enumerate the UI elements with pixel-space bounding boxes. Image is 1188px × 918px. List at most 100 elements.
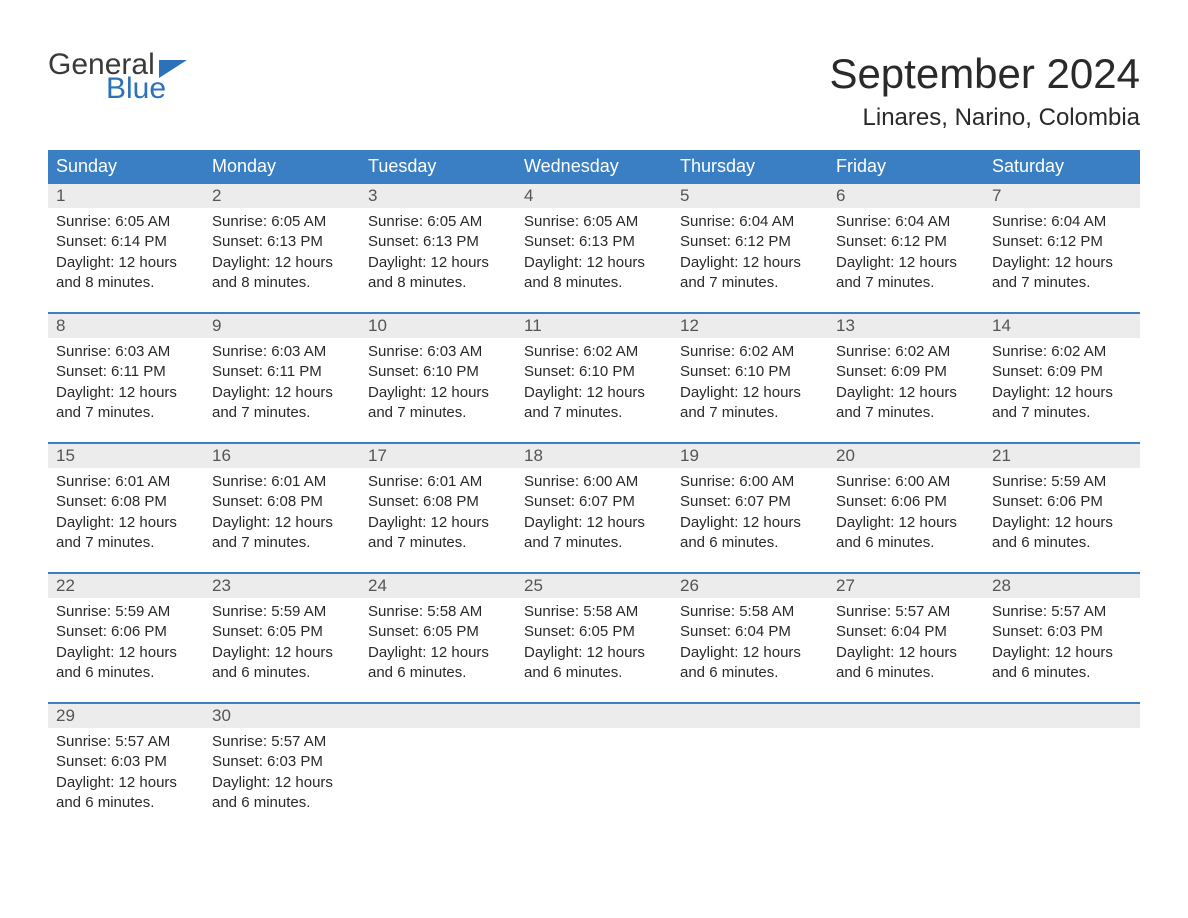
day-body: Sunrise: 6:04 AMSunset: 6:12 PMDaylight:… — [672, 208, 828, 301]
day-number-empty — [516, 704, 672, 728]
day-cell: 11Sunrise: 6:02 AMSunset: 6:10 PMDayligh… — [516, 314, 672, 442]
day-body: Sunrise: 5:58 AMSunset: 6:05 PMDaylight:… — [516, 598, 672, 691]
day-cell: 2Sunrise: 6:05 AMSunset: 6:13 PMDaylight… — [204, 184, 360, 312]
day-number: 20 — [828, 444, 984, 468]
sunset-text: Sunset: 6:06 PM — [992, 492, 1132, 512]
day-cell: 13Sunrise: 6:02 AMSunset: 6:09 PMDayligh… — [828, 314, 984, 442]
day-cell: 5Sunrise: 6:04 AMSunset: 6:12 PMDaylight… — [672, 184, 828, 312]
week-row: 15Sunrise: 6:01 AMSunset: 6:08 PMDayligh… — [48, 442, 1140, 572]
sunset-text: Sunset: 6:08 PM — [56, 492, 196, 512]
sunset-text: Sunset: 6:06 PM — [56, 622, 196, 642]
daylight-line1: Daylight: 12 hours — [212, 513, 352, 533]
daylight-line2: and 6 minutes. — [680, 663, 820, 683]
day-body: Sunrise: 6:04 AMSunset: 6:12 PMDaylight:… — [828, 208, 984, 301]
day-number: 14 — [984, 314, 1140, 338]
daylight-line2: and 7 minutes. — [524, 533, 664, 553]
month-title: September 2024 — [829, 50, 1140, 98]
sunrise-text: Sunrise: 6:00 AM — [680, 472, 820, 492]
day-number: 7 — [984, 184, 1140, 208]
header: General Blue September 2024 Linares, Nar… — [48, 50, 1140, 132]
weekday-header: Saturday — [984, 150, 1140, 184]
daylight-line1: Daylight: 12 hours — [212, 643, 352, 663]
week-row: 8Sunrise: 6:03 AMSunset: 6:11 PMDaylight… — [48, 312, 1140, 442]
daylight-line1: Daylight: 12 hours — [680, 643, 820, 663]
day-cell: 27Sunrise: 5:57 AMSunset: 6:04 PMDayligh… — [828, 574, 984, 702]
daylight-line2: and 6 minutes. — [212, 663, 352, 683]
sunset-text: Sunset: 6:05 PM — [212, 622, 352, 642]
daylight-line1: Daylight: 12 hours — [836, 643, 976, 663]
sunset-text: Sunset: 6:09 PM — [992, 362, 1132, 382]
sunset-text: Sunset: 6:08 PM — [212, 492, 352, 512]
daylight-line2: and 6 minutes. — [368, 663, 508, 683]
day-body: Sunrise: 6:02 AMSunset: 6:09 PMDaylight:… — [828, 338, 984, 431]
day-number: 17 — [360, 444, 516, 468]
daylight-line1: Daylight: 12 hours — [524, 643, 664, 663]
daylight-line2: and 6 minutes. — [836, 663, 976, 683]
day-number-empty — [672, 704, 828, 728]
daylight-line1: Daylight: 12 hours — [992, 253, 1132, 273]
day-body: Sunrise: 5:57 AMSunset: 6:03 PMDaylight:… — [984, 598, 1140, 691]
day-number: 1 — [48, 184, 204, 208]
daylight-line1: Daylight: 12 hours — [368, 643, 508, 663]
daylight-line2: and 6 minutes. — [56, 793, 196, 813]
day-cell: 24Sunrise: 5:58 AMSunset: 6:05 PMDayligh… — [360, 574, 516, 702]
daylight-line1: Daylight: 12 hours — [212, 773, 352, 793]
daylight-line2: and 7 minutes. — [992, 403, 1132, 423]
daylight-line1: Daylight: 12 hours — [992, 643, 1132, 663]
day-number: 2 — [204, 184, 360, 208]
sunset-text: Sunset: 6:14 PM — [56, 232, 196, 252]
sunrise-text: Sunrise: 6:03 AM — [212, 342, 352, 362]
daylight-line1: Daylight: 12 hours — [836, 383, 976, 403]
flag-icon — [159, 60, 187, 78]
daylight-line2: and 7 minutes. — [368, 403, 508, 423]
sunset-text: Sunset: 6:11 PM — [56, 362, 196, 382]
sunrise-text: Sunrise: 6:01 AM — [368, 472, 508, 492]
day-body: Sunrise: 5:57 AMSunset: 6:03 PMDaylight:… — [204, 728, 360, 821]
day-cell: 7Sunrise: 6:04 AMSunset: 6:12 PMDaylight… — [984, 184, 1140, 312]
daylight-line1: Daylight: 12 hours — [212, 253, 352, 273]
sunset-text: Sunset: 6:03 PM — [212, 752, 352, 772]
sunset-text: Sunset: 6:12 PM — [992, 232, 1132, 252]
daylight-line1: Daylight: 12 hours — [212, 383, 352, 403]
sunset-text: Sunset: 6:07 PM — [524, 492, 664, 512]
daylight-line2: and 7 minutes. — [836, 273, 976, 293]
page: General Blue September 2024 Linares, Nar… — [0, 0, 1188, 832]
sunrise-text: Sunrise: 6:04 AM — [680, 212, 820, 232]
sunrise-text: Sunrise: 5:57 AM — [56, 732, 196, 752]
sunrise-text: Sunrise: 6:02 AM — [524, 342, 664, 362]
day-body: Sunrise: 6:05 AMSunset: 6:14 PMDaylight:… — [48, 208, 204, 301]
daylight-line2: and 7 minutes. — [680, 273, 820, 293]
day-body: Sunrise: 6:03 AMSunset: 6:10 PMDaylight:… — [360, 338, 516, 431]
daylight-line2: and 8 minutes. — [212, 273, 352, 293]
day-cell: 28Sunrise: 5:57 AMSunset: 6:03 PMDayligh… — [984, 574, 1140, 702]
sunrise-text: Sunrise: 5:59 AM — [56, 602, 196, 622]
day-cell — [672, 704, 828, 832]
sunrise-text: Sunrise: 6:05 AM — [524, 212, 664, 232]
day-body: Sunrise: 6:00 AMSunset: 6:07 PMDaylight:… — [672, 468, 828, 561]
day-cell: 4Sunrise: 6:05 AMSunset: 6:13 PMDaylight… — [516, 184, 672, 312]
day-cell: 3Sunrise: 6:05 AMSunset: 6:13 PMDaylight… — [360, 184, 516, 312]
daylight-line2: and 6 minutes. — [524, 663, 664, 683]
sunset-text: Sunset: 6:06 PM — [836, 492, 976, 512]
day-body: Sunrise: 5:59 AMSunset: 6:06 PMDaylight:… — [48, 598, 204, 691]
day-body: Sunrise: 6:02 AMSunset: 6:10 PMDaylight:… — [516, 338, 672, 431]
day-cell: 21Sunrise: 5:59 AMSunset: 6:06 PMDayligh… — [984, 444, 1140, 572]
day-cell: 30Sunrise: 5:57 AMSunset: 6:03 PMDayligh… — [204, 704, 360, 832]
daylight-line1: Daylight: 12 hours — [56, 643, 196, 663]
day-body: Sunrise: 6:05 AMSunset: 6:13 PMDaylight:… — [360, 208, 516, 301]
day-number: 12 — [672, 314, 828, 338]
day-body: Sunrise: 6:05 AMSunset: 6:13 PMDaylight:… — [204, 208, 360, 301]
sunrise-text: Sunrise: 6:01 AM — [56, 472, 196, 492]
sunset-text: Sunset: 6:10 PM — [524, 362, 664, 382]
sunrise-text: Sunrise: 5:57 AM — [992, 602, 1132, 622]
day-body: Sunrise: 5:59 AMSunset: 6:05 PMDaylight:… — [204, 598, 360, 691]
day-number: 23 — [204, 574, 360, 598]
day-body: Sunrise: 6:02 AMSunset: 6:09 PMDaylight:… — [984, 338, 1140, 431]
daylight-line1: Daylight: 12 hours — [368, 253, 508, 273]
sunrise-text: Sunrise: 6:00 AM — [836, 472, 976, 492]
day-number: 13 — [828, 314, 984, 338]
weekday-header: Sunday — [48, 150, 204, 184]
day-cell — [516, 704, 672, 832]
day-body: Sunrise: 6:01 AMSunset: 6:08 PMDaylight:… — [360, 468, 516, 561]
day-cell: 17Sunrise: 6:01 AMSunset: 6:08 PMDayligh… — [360, 444, 516, 572]
